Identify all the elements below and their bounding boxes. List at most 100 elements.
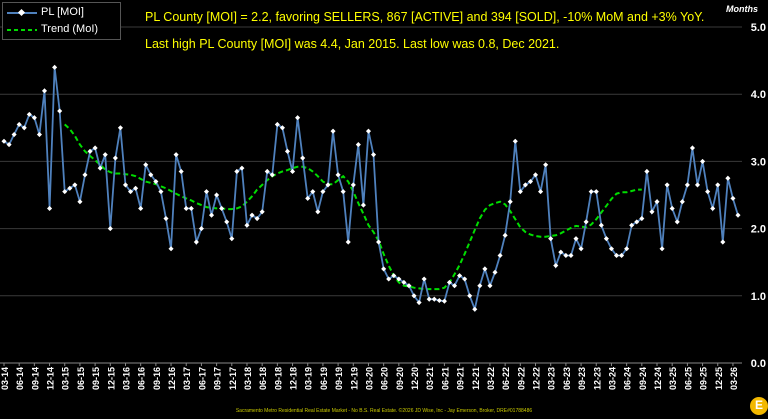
x-tick-label: 06-18 — [258, 367, 268, 390]
x-tick-label: 09-14 — [30, 367, 40, 390]
moi-point — [203, 189, 210, 195]
moi-point — [82, 172, 88, 178]
moi-point — [694, 182, 701, 188]
x-tick-label: 03-14 — [0, 367, 10, 390]
x-tick-label: 03-20 — [364, 367, 374, 390]
moi-point — [335, 172, 341, 178]
moi-point — [705, 189, 711, 195]
moi-point — [153, 179, 159, 185]
moi-point — [659, 246, 665, 252]
moi-point — [451, 283, 458, 289]
x-tick-label: 12-14 — [46, 367, 56, 390]
moi-point — [720, 239, 726, 245]
chart-legend: PL [MOI] Trend (MoI) — [2, 2, 121, 40]
moi-point — [77, 199, 83, 205]
x-tick-label: 03-23 — [547, 367, 557, 390]
moi-point — [588, 189, 594, 195]
x-tick-label: 06-24 — [623, 367, 633, 390]
moi-point — [138, 205, 144, 211]
moi-point — [188, 205, 194, 211]
moi-point — [143, 162, 149, 168]
moi-point — [725, 175, 731, 181]
moi-point — [112, 155, 118, 161]
moi-point — [497, 252, 503, 259]
moi-point — [249, 212, 255, 218]
x-tick-label: 09-20 — [395, 367, 405, 390]
moi-point — [446, 279, 453, 285]
moi-point — [548, 236, 554, 242]
moi-point — [254, 215, 260, 222]
moi-point — [396, 276, 402, 282]
moi-point — [376, 239, 382, 245]
moi-point — [193, 239, 199, 245]
x-tick-label: 06-19 — [319, 367, 329, 390]
x-tick-label: 12-23 — [592, 367, 602, 390]
x-tick-label: 03-26 — [729, 367, 739, 390]
moi-point — [568, 252, 574, 259]
x-tick-label: 06-20 — [380, 367, 390, 390]
x-tick-label: 09-15 — [91, 367, 101, 390]
moi-point — [365, 128, 372, 134]
moi-point — [87, 148, 93, 154]
logo-letter: E — [755, 398, 764, 412]
y-tick-label: 0.0 — [751, 358, 766, 370]
moi-point — [325, 182, 331, 188]
moi-point — [102, 152, 108, 158]
moi-point — [370, 152, 377, 158]
x-tick-label: 12-22 — [532, 367, 542, 390]
moi-point — [462, 276, 468, 282]
moi-point — [229, 236, 235, 242]
x-tick-label: 12-16 — [167, 367, 177, 390]
x-tick-label: 09-24 — [638, 367, 648, 390]
moi-point — [244, 222, 250, 228]
moi-point — [644, 168, 650, 175]
x-tick-label: 12-15 — [106, 367, 116, 390]
moi-point — [527, 179, 534, 185]
moi-point — [163, 215, 169, 222]
moi-point — [386, 276, 392, 282]
moi-point — [487, 283, 493, 289]
x-tick-label: 12-24 — [653, 367, 663, 390]
moi-point — [148, 172, 154, 178]
moi-point — [310, 189, 316, 195]
moi-point — [583, 219, 589, 225]
x-tick-label: 09-21 — [456, 367, 466, 390]
x-tick-label: 09-25 — [699, 367, 709, 390]
x-tick-label: 09-23 — [577, 367, 587, 390]
moi-point — [67, 185, 73, 191]
moi-point — [416, 299, 422, 306]
x-tick-label: 03-16 — [121, 367, 131, 390]
moi-point — [36, 131, 42, 138]
moi-point — [578, 246, 584, 252]
summary-annotation: PL County [MOI] = 2.2, favoring SELLERS,… — [145, 10, 705, 24]
moi-point — [330, 128, 336, 134]
x-tick-label: 06-23 — [562, 367, 572, 390]
moi-point — [320, 189, 326, 195]
moi-point — [97, 165, 103, 171]
moi-point — [401, 279, 407, 285]
moi-point — [360, 202, 366, 208]
moi-point — [208, 212, 215, 218]
y-tick-label: 2.0 — [751, 224, 766, 236]
moi-point — [92, 145, 98, 151]
moi-point — [426, 296, 432, 302]
moi-point — [345, 239, 351, 245]
moi-point — [57, 108, 63, 114]
moi-point — [284, 148, 291, 154]
moi-point — [279, 125, 285, 131]
high-low-annotation: Last high PL County [MOI] was 4.4, Jan 2… — [145, 37, 560, 51]
moi-point — [558, 249, 564, 255]
legend-trend-label: Trend (MoI) — [41, 23, 99, 35]
x-tick-label: 06-14 — [15, 367, 25, 390]
moi-point — [158, 189, 164, 195]
x-tick-label: 09-18 — [273, 367, 283, 390]
moi-point — [664, 182, 670, 188]
x-tick-label: 06-25 — [683, 367, 693, 390]
moi-point — [538, 189, 544, 195]
moi-point — [107, 226, 113, 232]
y-tick-label: 3.0 — [751, 156, 766, 168]
legend-item-trend: Trend (MoI) — [3, 22, 120, 38]
moi-point — [730, 195, 736, 201]
moi-point — [269, 172, 275, 178]
x-tick-label: 03-17 — [182, 367, 192, 390]
